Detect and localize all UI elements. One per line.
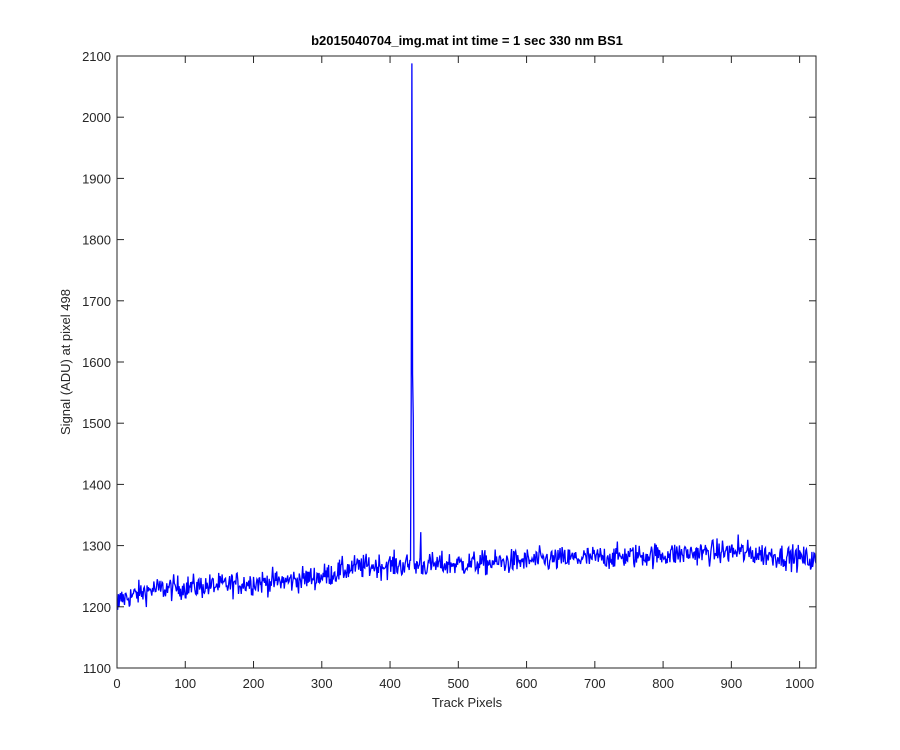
- x-tick-label: 100: [174, 676, 196, 691]
- x-tick-label: 800: [652, 676, 674, 691]
- x-tick-label: 0: [113, 676, 120, 691]
- y-tick-label: 2000: [82, 110, 111, 125]
- x-tick-label: 500: [447, 676, 469, 691]
- x-tick-label: 300: [311, 676, 333, 691]
- y-tick-label: 1900: [82, 171, 111, 186]
- y-tick-label: 1700: [82, 294, 111, 309]
- x-tick-label: 1000: [785, 676, 814, 691]
- plot-area: 0 100 200 300 400 500 600 700 800 900 1000 1100 1200…: [82, 49, 817, 691]
- x-tick-label: 400: [379, 676, 401, 691]
- y-tick-label: 1800: [82, 233, 111, 248]
- y-tick-label: 1100: [83, 661, 111, 676]
- y-axis-label: Signal (ADU) at pixel 498: [58, 289, 73, 435]
- series-line-signal: [117, 63, 817, 610]
- x-tick-label: 700: [584, 676, 606, 691]
- y-tick-label: 2100: [82, 49, 111, 64]
- x-tick-label: 600: [516, 676, 538, 691]
- y-tick-label: 1300: [82, 539, 111, 554]
- x-tick-label: 200: [243, 676, 265, 691]
- y-tick-label: 1500: [82, 416, 111, 431]
- x-tick-label: 900: [721, 676, 743, 691]
- x-axis-label: Track Pixels: [432, 695, 503, 710]
- y-tick-label: 1400: [82, 477, 111, 492]
- y-tick-label: 1600: [82, 355, 111, 370]
- chart-title: b2015040704_img.mat int time = 1 sec 330…: [311, 33, 623, 48]
- y-tick-label: 1200: [82, 600, 111, 615]
